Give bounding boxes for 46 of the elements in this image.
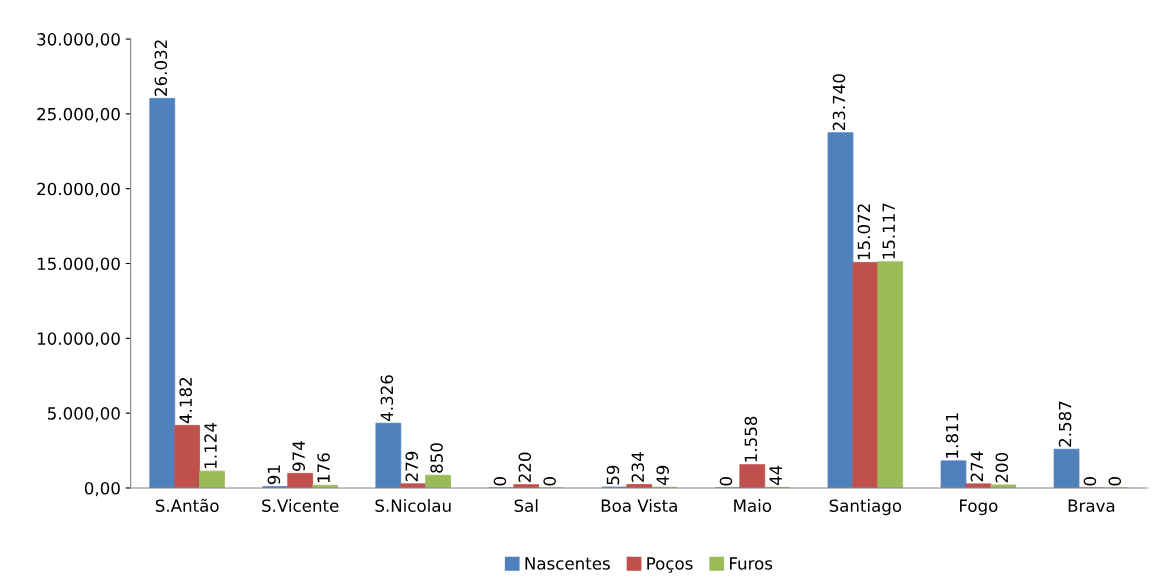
data-label: 0 bbox=[543, 477, 556, 486]
data-label: 200 bbox=[995, 452, 1009, 483]
data-label: 15.117 bbox=[882, 203, 896, 259]
data-label: 44 bbox=[769, 465, 782, 486]
legend-label: Nascentes bbox=[525, 557, 610, 570]
data-label: 15.072 bbox=[857, 204, 871, 260]
x-tick-label: Santiago bbox=[829, 499, 902, 516]
x-tick-label: Sal bbox=[514, 499, 538, 512]
data-label: 1.811 bbox=[945, 413, 959, 458]
data-label: 4.326 bbox=[380, 375, 394, 422]
y-tick-label: 5.000,00 bbox=[47, 407, 120, 422]
data-label: 274 bbox=[970, 451, 983, 482]
data-label: 59 bbox=[606, 465, 620, 485]
data-label: 4.182 bbox=[179, 377, 192, 424]
data-label: 234 bbox=[631, 452, 645, 482]
x-tick-label: S.Antão bbox=[155, 498, 219, 512]
data-label: 0 bbox=[493, 477, 507, 486]
x-tick-label: S.Vicente bbox=[262, 499, 339, 512]
data-label: 2.587 bbox=[1058, 401, 1072, 447]
x-tick-label: Brava bbox=[1068, 499, 1115, 512]
data-label: 0 bbox=[1108, 477, 1122, 486]
y-tick-label: 10.000,00 bbox=[37, 332, 120, 347]
legend-label: Poços bbox=[647, 557, 693, 573]
data-label: 0 bbox=[719, 477, 733, 486]
y-tick-label: 0,00 bbox=[84, 481, 120, 497]
data-label: 176 bbox=[317, 453, 330, 483]
x-tick-label: Fogo bbox=[960, 499, 998, 516]
x-tick-label: Maio bbox=[734, 499, 772, 512]
y-tick-label: 15.000,00 bbox=[37, 257, 120, 272]
data-label: 49 bbox=[656, 465, 669, 486]
data-label: 279 bbox=[405, 451, 419, 482]
y-tick-label: 30.000,00 bbox=[37, 33, 120, 48]
legend-label: Furos bbox=[730, 557, 773, 570]
data-label: 0 bbox=[1083, 477, 1097, 486]
y-tick-label: 20.000,00 bbox=[37, 182, 120, 197]
data-label: 1.558 bbox=[744, 416, 758, 462]
x-tick-label: S.Nicolau bbox=[375, 499, 451, 512]
x-tick-label: Boa Vista bbox=[601, 499, 677, 512]
data-label: 26.032 bbox=[154, 40, 168, 96]
data-label: 23.740 bbox=[832, 74, 846, 131]
data-label: 91 bbox=[267, 465, 281, 485]
y-tick-label: 25.000,00 bbox=[37, 107, 120, 123]
data-label: 220 bbox=[518, 452, 532, 483]
data-label: 1.124 bbox=[204, 422, 217, 468]
data-label: 850 bbox=[430, 443, 443, 473]
data-label: 974 bbox=[292, 441, 306, 471]
